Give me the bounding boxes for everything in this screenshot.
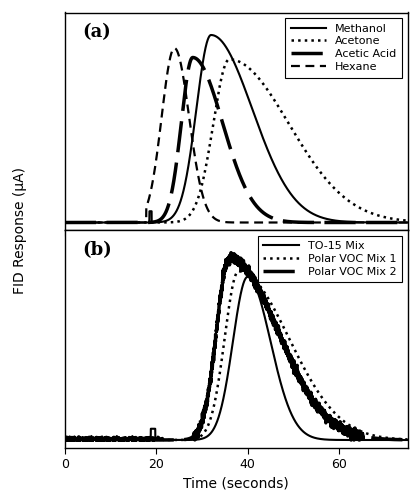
Acetic Acid: [190, 54, 195, 60]
Hexane: [225, 220, 230, 226]
Methanol: [209, 32, 214, 38]
Methanol: [225, 47, 230, 53]
Text: (a): (a): [82, 24, 111, 42]
Polar VOC Mix 2: [206, 386, 212, 392]
Methanol: [405, 220, 410, 226]
Acetic Acid: [209, 84, 214, 90]
Polar VOC Mix 2: [209, 368, 214, 374]
Hexane: [62, 220, 67, 226]
Line: TO-15 Mix: TO-15 Mix: [65, 277, 408, 440]
Acetone: [405, 218, 410, 224]
TO-15 Mix: [245, 274, 250, 280]
Line: Polar VOC Mix 2: Polar VOC Mix 2: [65, 252, 408, 440]
Polar VOC Mix 1: [206, 420, 212, 426]
Acetic Acid: [405, 220, 410, 226]
Acetic Acid: [377, 220, 382, 226]
Polar VOC Mix 2: [395, 436, 400, 442]
Text: FID Response (μA): FID Response (μA): [13, 166, 26, 294]
TO-15 Mix: [62, 437, 67, 443]
X-axis label: Time (seconds): Time (seconds): [184, 476, 289, 490]
Hexane: [311, 220, 316, 226]
Polar VOC Mix 1: [209, 412, 214, 418]
Methanol: [377, 220, 382, 226]
Acetic Acid: [206, 77, 212, 83]
Polar VOC Mix 1: [62, 435, 67, 441]
Acetone: [377, 213, 382, 219]
Hexane: [206, 208, 212, 214]
Line: Acetic Acid: Acetic Acid: [65, 58, 408, 222]
Line: Acetone: Acetone: [65, 60, 408, 222]
Acetone: [311, 160, 316, 166]
Legend: TO-15 Mix, Polar VOC Mix 1, Polar VOC Mix 2: TO-15 Mix, Polar VOC Mix 1, Polar VOC Mi…: [258, 236, 402, 282]
Polar VOC Mix 2: [226, 250, 231, 256]
Polar VOC Mix 2: [377, 436, 382, 442]
Polar VOC Mix 1: [405, 436, 410, 442]
Polar VOC Mix 1: [161, 437, 166, 443]
Methanol: [209, 32, 214, 38]
Methanol: [206, 34, 211, 40]
Methanol: [311, 212, 316, 218]
Polar VOC Mix 1: [311, 382, 316, 388]
Acetone: [227, 56, 232, 62]
Acetic Acid: [395, 220, 400, 226]
Acetic Acid: [62, 220, 67, 226]
Polar VOC Mix 2: [405, 437, 410, 443]
Polar VOC Mix 2: [62, 436, 67, 442]
Polar VOC Mix 1: [395, 436, 400, 442]
TO-15 Mix: [206, 432, 211, 438]
TO-15 Mix: [225, 372, 230, 378]
Methanol: [395, 220, 400, 226]
Hexane: [377, 220, 382, 226]
Hexane: [172, 45, 177, 51]
Text: (b): (b): [82, 241, 112, 259]
Acetic Acid: [311, 220, 316, 226]
Polar VOC Mix 2: [192, 437, 197, 443]
Line: Polar VOC Mix 1: Polar VOC Mix 1: [65, 272, 408, 440]
Acetone: [206, 148, 211, 154]
Legend: Methanol, Acetone, Acetic Acid, Hexane: Methanol, Acetone, Acetic Acid, Hexane: [285, 18, 402, 78]
TO-15 Mix: [311, 434, 316, 440]
TO-15 Mix: [209, 429, 214, 435]
Methanol: [62, 220, 67, 226]
Acetone: [62, 220, 67, 226]
Hexane: [395, 220, 400, 226]
TO-15 Mix: [395, 437, 400, 443]
Polar VOC Mix 1: [377, 434, 382, 440]
Acetone: [209, 132, 214, 138]
TO-15 Mix: [377, 437, 382, 443]
TO-15 Mix: [405, 437, 410, 443]
Hexane: [209, 212, 214, 218]
Polar VOC Mix 1: [236, 268, 241, 274]
Acetone: [395, 216, 400, 222]
Polar VOC Mix 2: [311, 400, 316, 406]
Polar VOC Mix 2: [225, 256, 230, 262]
Line: Methanol: Methanol: [65, 35, 408, 222]
Polar VOC Mix 1: [225, 312, 230, 318]
Acetic Acid: [225, 137, 230, 143]
Acetone: [225, 58, 230, 64]
Line: Hexane: Hexane: [65, 48, 408, 222]
Hexane: [405, 220, 410, 226]
